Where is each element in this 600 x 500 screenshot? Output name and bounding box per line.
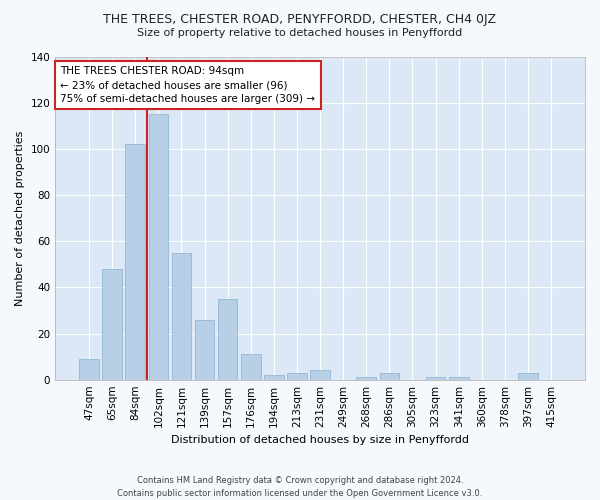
Bar — [449, 378, 469, 380]
Text: Size of property relative to detached houses in Penyffordd: Size of property relative to detached ho… — [137, 28, 463, 38]
Bar — [264, 375, 284, 380]
Text: Contains HM Land Registry data © Crown copyright and database right 2024.
Contai: Contains HM Land Registry data © Crown c… — [118, 476, 482, 498]
Bar — [218, 299, 238, 380]
Text: THE TREES, CHESTER ROAD, PENYFFORDD, CHESTER, CH4 0JZ: THE TREES, CHESTER ROAD, PENYFFORDD, CHE… — [103, 12, 497, 26]
Bar — [287, 373, 307, 380]
Bar — [310, 370, 330, 380]
Bar — [195, 320, 214, 380]
Text: THE TREES CHESTER ROAD: 94sqm
← 23% of detached houses are smaller (96)
75% of s: THE TREES CHESTER ROAD: 94sqm ← 23% of d… — [61, 66, 316, 104]
Bar — [103, 269, 122, 380]
Bar — [149, 114, 168, 380]
Bar — [380, 373, 399, 380]
Bar — [518, 373, 538, 380]
Bar — [241, 354, 260, 380]
Y-axis label: Number of detached properties: Number of detached properties — [15, 130, 25, 306]
Bar — [356, 378, 376, 380]
Bar — [426, 378, 445, 380]
Bar — [125, 144, 145, 380]
Bar — [172, 252, 191, 380]
Bar — [79, 359, 99, 380]
X-axis label: Distribution of detached houses by size in Penyffordd: Distribution of detached houses by size … — [171, 435, 469, 445]
